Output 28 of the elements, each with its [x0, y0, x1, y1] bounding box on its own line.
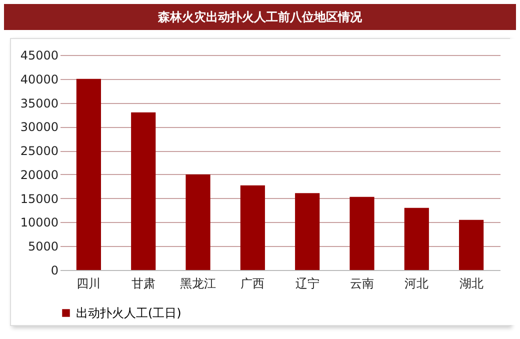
y-tick-label: 25000	[20, 144, 58, 158]
bar	[350, 196, 374, 270]
y-tick-label: 0	[50, 264, 58, 278]
x-tick-label: 广西	[240, 276, 265, 290]
y-tick-label: 30000	[20, 120, 58, 134]
x-tick-label: 四川	[76, 276, 101, 290]
x-tick-label: 黑龙江	[180, 276, 216, 290]
bar	[295, 193, 320, 270]
bar	[404, 208, 429, 270]
chart-title: 森林火灾出动扑火人工前八位地区情况	[4, 4, 516, 30]
y-tick-label: 40000	[20, 72, 58, 86]
legend-label: 出动扑火人工(工日)	[76, 306, 182, 320]
x-tick-label: 云南	[350, 276, 374, 290]
y-tick-label: 45000	[20, 48, 58, 62]
bar	[459, 220, 484, 270]
bar	[240, 185, 265, 270]
y-tick-label: 15000	[20, 192, 58, 206]
x-tick-label: 湖北	[459, 276, 484, 290]
y-tick-label: 5000	[28, 240, 58, 254]
y-tick-label: 10000	[20, 216, 58, 230]
y-tick-label: 20000	[20, 168, 58, 182]
x-tick-label: 河北	[404, 276, 429, 290]
x-tick-label: 辽宁	[295, 276, 320, 290]
y-tick-label: 35000	[20, 96, 58, 110]
x-tick-label: 甘肃	[131, 276, 156, 290]
bar	[76, 78, 101, 270]
bar	[131, 112, 156, 270]
bar	[186, 174, 210, 270]
